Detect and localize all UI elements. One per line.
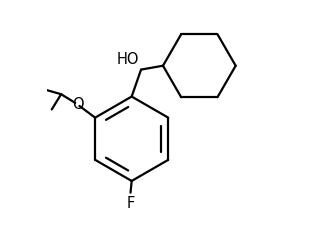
Text: O: O	[72, 97, 83, 112]
Text: HO: HO	[116, 52, 139, 67]
Text: F: F	[126, 196, 135, 211]
